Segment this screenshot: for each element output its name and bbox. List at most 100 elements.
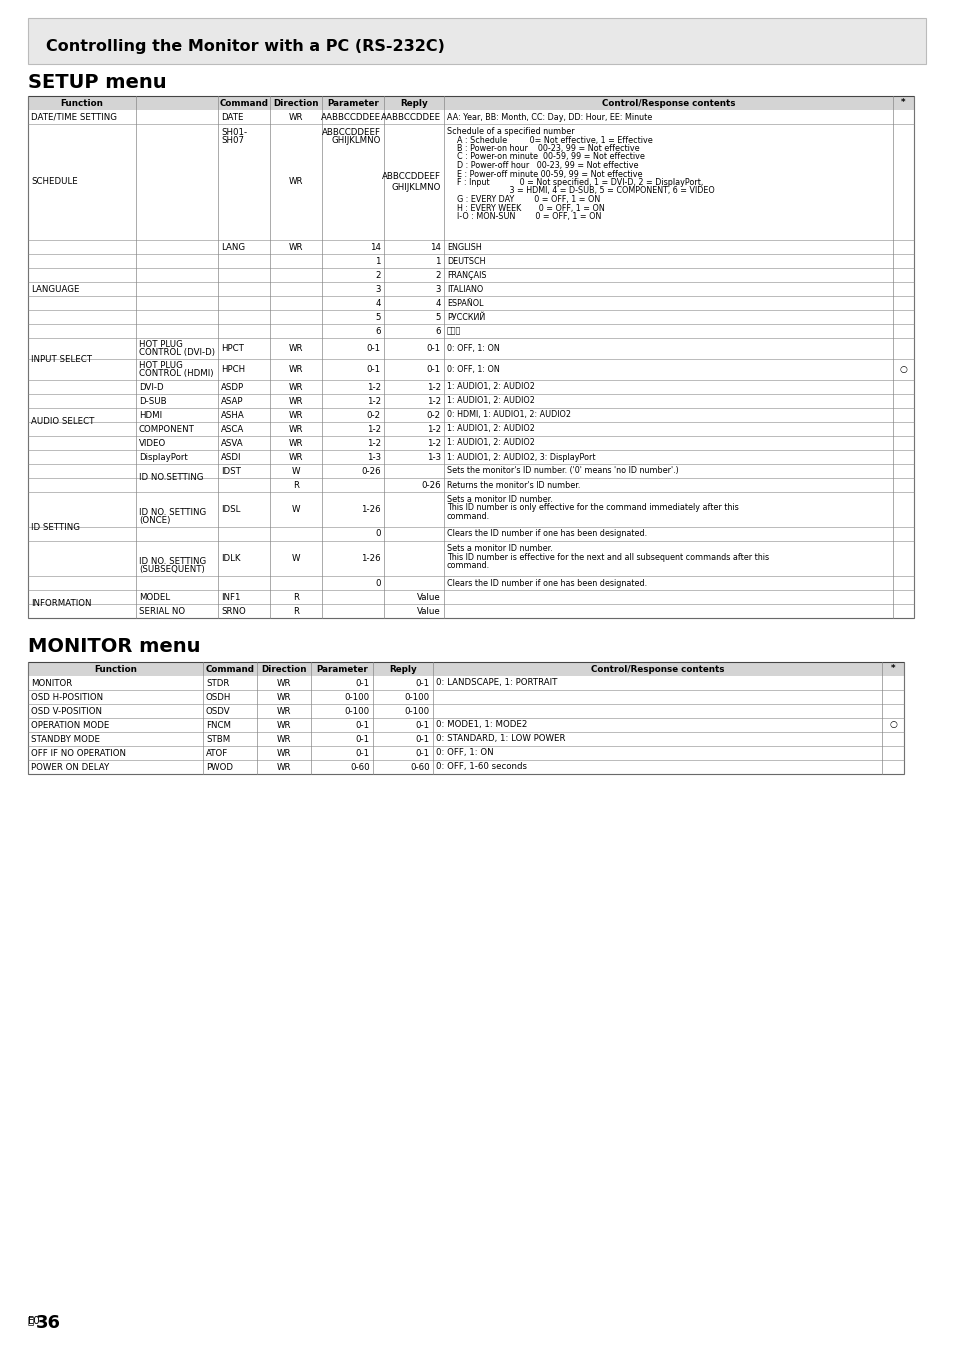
Text: WR: WR xyxy=(289,452,303,462)
Text: 1-26: 1-26 xyxy=(361,554,380,563)
Text: (ONCE): (ONCE) xyxy=(139,516,171,525)
Text: IDSL: IDSL xyxy=(221,505,240,514)
Bar xyxy=(28,760,903,774)
Text: H : EVERY WEEK       0 = OFF, 1 = ON: H : EVERY WEEK 0 = OFF, 1 = ON xyxy=(447,204,604,212)
Bar xyxy=(28,662,903,774)
Bar xyxy=(28,718,903,732)
Text: 36: 36 xyxy=(36,1314,61,1332)
Text: WR: WR xyxy=(289,439,303,447)
Text: STDR: STDR xyxy=(206,679,229,687)
Text: 1: AUDIO1, 2: AUDIO2, 3: DisplayPort: 1: AUDIO1, 2: AUDIO2, 3: DisplayPort xyxy=(447,452,595,462)
Text: WR: WR xyxy=(289,243,303,251)
Text: A : Schedule         0= Not effective, 1 = Effective: A : Schedule 0= Not effective, 1 = Effec… xyxy=(447,135,652,144)
Text: SCHEDULE: SCHEDULE xyxy=(30,177,77,186)
Bar xyxy=(28,408,913,423)
Text: WR: WR xyxy=(276,734,291,744)
Text: ITALIANO: ITALIANO xyxy=(447,285,483,293)
Text: W: W xyxy=(292,467,300,475)
Text: INPUT SELECT: INPUT SELECT xyxy=(30,355,91,363)
Text: Clears the ID number if one has been designated.: Clears the ID number if one has been des… xyxy=(447,529,646,539)
Text: DVI-D: DVI-D xyxy=(139,382,164,391)
Text: Direction: Direction xyxy=(273,99,318,108)
Text: 0-100: 0-100 xyxy=(345,706,370,716)
Text: AUDIO SELECT: AUDIO SELECT xyxy=(30,417,94,427)
Text: 0: OFF, 1-60 seconds: 0: OFF, 1-60 seconds xyxy=(436,763,526,771)
Text: 0-26: 0-26 xyxy=(421,481,440,490)
Text: 14: 14 xyxy=(430,243,440,251)
Text: HPCT: HPCT xyxy=(221,344,244,352)
Text: 4: 4 xyxy=(435,298,440,308)
Text: command.: command. xyxy=(447,512,490,521)
Text: OPERATION MODE: OPERATION MODE xyxy=(30,721,110,729)
Bar xyxy=(28,541,913,576)
Text: CONTROL (DVI-D): CONTROL (DVI-D) xyxy=(139,348,214,356)
Text: 0-1: 0-1 xyxy=(426,364,440,374)
Text: 6: 6 xyxy=(435,327,440,336)
Text: DisplayPort: DisplayPort xyxy=(139,452,188,462)
Text: CONTROL (HDMI): CONTROL (HDMI) xyxy=(139,369,213,378)
Text: HPCH: HPCH xyxy=(221,364,245,374)
Text: 1-2: 1-2 xyxy=(367,397,380,405)
Text: ID SETTING: ID SETTING xyxy=(30,522,80,532)
Text: AABBCCDDEE: AABBCCDDEE xyxy=(380,112,440,122)
Text: D : Power-off hour   00-23, 99 = Not effective: D : Power-off hour 00-23, 99 = Not effec… xyxy=(447,161,638,170)
Text: 3: 3 xyxy=(435,285,440,293)
Bar xyxy=(28,254,913,269)
Text: ESPAÑOL: ESPAÑOL xyxy=(447,298,483,308)
Text: MONITOR menu: MONITOR menu xyxy=(28,636,200,656)
Text: ABBCCDDEEF
GHIJKLMNO: ABBCCDDEEF GHIJKLMNO xyxy=(381,173,440,192)
Text: Reply: Reply xyxy=(399,99,428,108)
Text: Value: Value xyxy=(416,606,440,616)
Text: G : EVERY DAY        0 = OFF, 1 = ON: G : EVERY DAY 0 = OFF, 1 = ON xyxy=(447,194,599,204)
Text: SERIAL NO: SERIAL NO xyxy=(139,606,185,616)
Text: SH01-: SH01- xyxy=(221,128,247,136)
Bar xyxy=(28,464,913,478)
Bar xyxy=(28,310,913,324)
Bar xyxy=(28,450,913,464)
Text: FRANÇAIS: FRANÇAIS xyxy=(447,270,486,279)
Bar xyxy=(28,240,913,254)
Text: R: R xyxy=(293,606,298,616)
Bar xyxy=(28,747,903,760)
Text: Value: Value xyxy=(416,593,440,602)
Text: 1-2: 1-2 xyxy=(367,424,380,433)
Text: WR: WR xyxy=(276,706,291,716)
Text: ASHA: ASHA xyxy=(221,410,245,420)
Text: WR: WR xyxy=(289,397,303,405)
Text: 0: 0 xyxy=(375,529,380,539)
Text: HOT PLUG: HOT PLUG xyxy=(139,360,183,370)
Text: MONITOR: MONITOR xyxy=(30,679,72,687)
Bar xyxy=(28,526,913,541)
Bar xyxy=(28,96,913,618)
Text: 0-1: 0-1 xyxy=(416,734,430,744)
Text: PWOD: PWOD xyxy=(206,763,233,771)
Text: ENGLISH: ENGLISH xyxy=(447,243,481,251)
Text: Command: Command xyxy=(219,99,268,108)
Text: 0-26: 0-26 xyxy=(361,467,380,475)
Text: 2: 2 xyxy=(375,270,380,279)
Text: ATOF: ATOF xyxy=(206,748,228,757)
Text: Parameter: Parameter xyxy=(327,99,378,108)
Text: D-SUB: D-SUB xyxy=(139,397,167,405)
Bar xyxy=(28,603,913,618)
Text: 1-2: 1-2 xyxy=(367,439,380,447)
Text: 0-1: 0-1 xyxy=(416,721,430,729)
Bar xyxy=(28,324,913,338)
Bar xyxy=(28,703,903,718)
Text: HDMI: HDMI xyxy=(139,410,162,420)
Text: ○: ○ xyxy=(899,364,906,374)
Bar xyxy=(28,436,913,450)
Text: 4: 4 xyxy=(375,298,380,308)
Text: 0: LANDSCAPE, 1: PORTRAIT: 0: LANDSCAPE, 1: PORTRAIT xyxy=(436,679,557,687)
Text: 0-2: 0-2 xyxy=(426,410,440,420)
Text: C : Power-on minute  00-59, 99 = Not effective: C : Power-on minute 00-59, 99 = Not effe… xyxy=(447,153,644,162)
Text: 0-1: 0-1 xyxy=(367,364,380,374)
Text: Sets the monitor's ID number. ('0' means 'no ID number'.): Sets the monitor's ID number. ('0' means… xyxy=(447,467,678,475)
Text: Schedule of a specified number: Schedule of a specified number xyxy=(447,127,574,136)
Text: STBM: STBM xyxy=(206,734,230,744)
Text: DEUTSCH: DEUTSCH xyxy=(447,256,485,266)
Text: OSDV: OSDV xyxy=(206,706,231,716)
Text: ASAP: ASAP xyxy=(221,397,243,405)
Text: 0-1: 0-1 xyxy=(355,734,370,744)
Text: 0: OFF, 1: ON: 0: OFF, 1: ON xyxy=(436,748,493,757)
